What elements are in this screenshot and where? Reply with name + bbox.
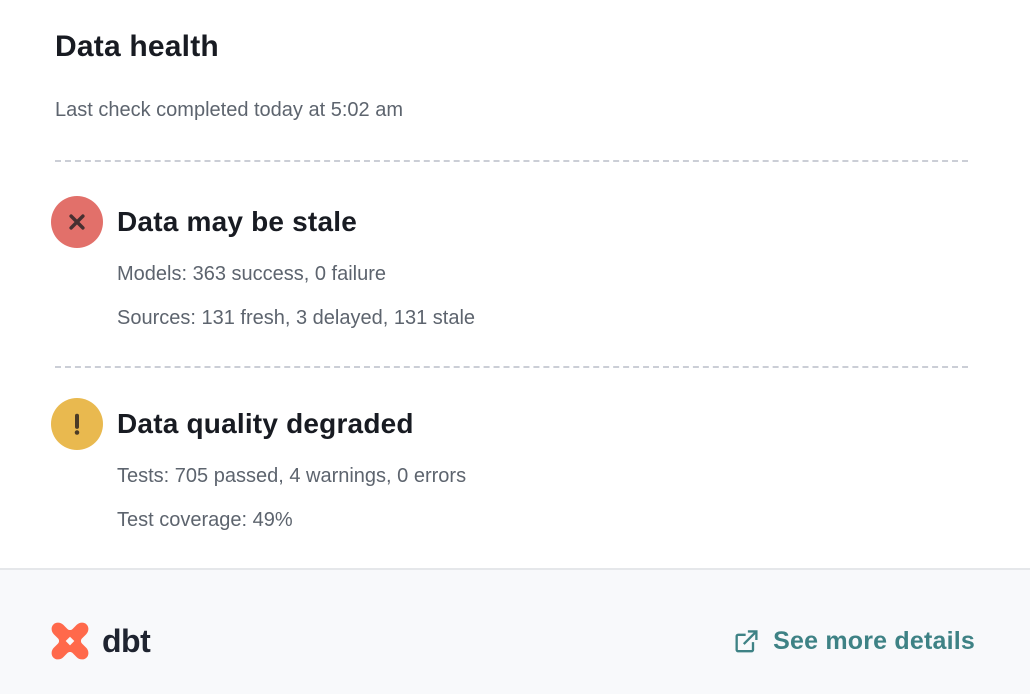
sources-status-line: Sources: 131 fresh, 3 delayed, 131 stale xyxy=(117,307,476,329)
dbt-logo: dbt xyxy=(47,618,151,664)
dbt-logo-icon xyxy=(47,618,93,664)
x-circle-icon xyxy=(51,196,103,248)
section-quality-body: Data quality degraded Tests: 705 passed,… xyxy=(117,398,466,534)
section-title: Data quality degraded xyxy=(117,408,414,439)
test-coverage-line: Test coverage: 49% xyxy=(117,509,293,531)
divider xyxy=(55,160,968,162)
tests-status-line: Tests: 705 passed, 4 warnings, 0 errors xyxy=(117,465,467,487)
exclamation-circle-icon xyxy=(51,398,103,450)
see-more-details-label: See more details xyxy=(773,626,975,655)
section-quality: Data quality degraded Tests: 705 passed,… xyxy=(51,398,968,534)
page-title: Data health xyxy=(55,30,219,63)
card-footer: dbt See more details xyxy=(0,568,1030,694)
external-link-icon xyxy=(732,627,760,655)
see-more-details-link[interactable]: See more details xyxy=(732,627,975,656)
section-freshness-body: Data may be stale Models: 363 success, 0… xyxy=(117,196,475,332)
divider xyxy=(55,366,968,368)
last-check-timestamp: Last check completed today at 5:02 am xyxy=(55,99,403,121)
models-status-line: Models: 363 success, 0 failure xyxy=(117,263,387,285)
card-content: Data health Last check completed today a… xyxy=(51,30,968,534)
dbt-wordmark: dbt xyxy=(102,622,151,659)
section-title: Data may be stale xyxy=(117,206,357,237)
section-freshness: Data may be stale Models: 363 success, 0… xyxy=(51,196,968,332)
